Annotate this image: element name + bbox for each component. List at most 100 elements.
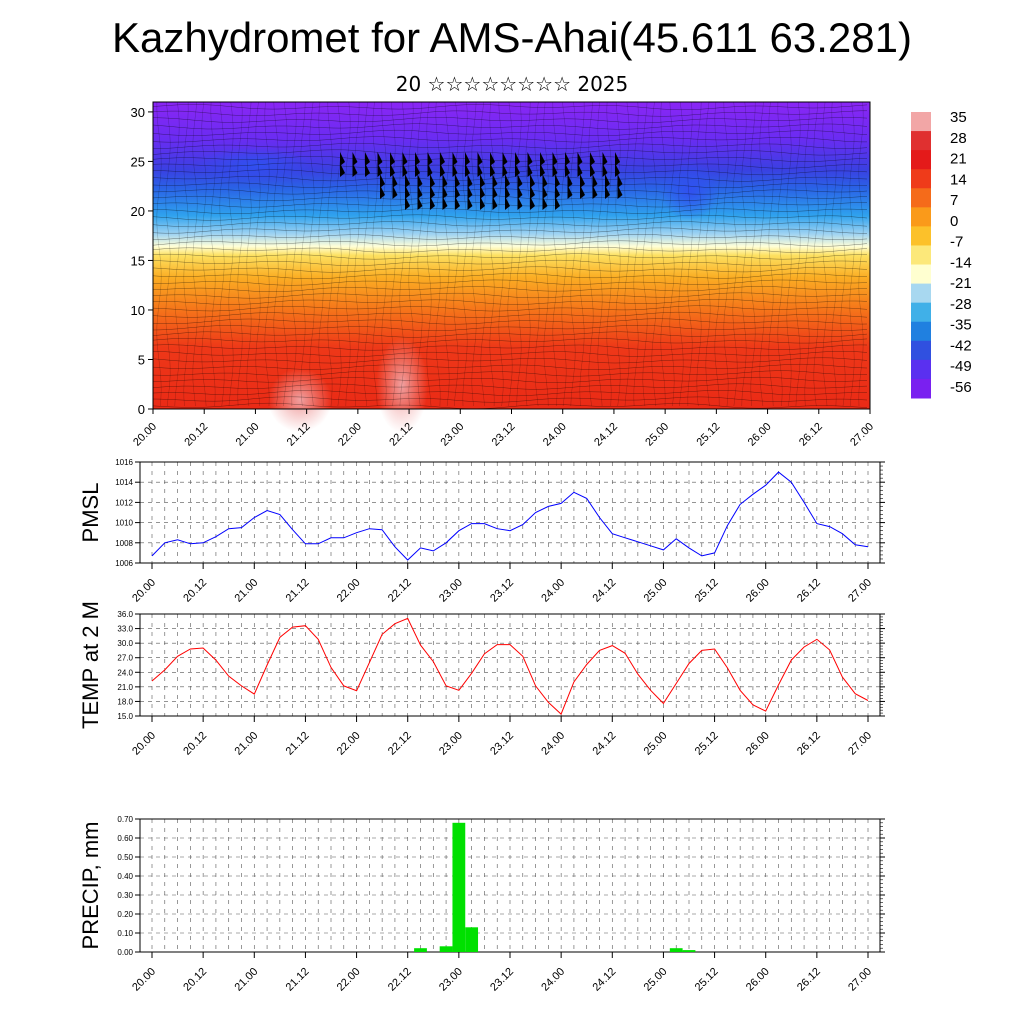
colorbar-label: -21: [950, 275, 972, 292]
x-tick-label: 23.00: [437, 730, 465, 758]
y-tick-label: 5: [138, 352, 145, 367]
streamline: [228, 101, 234, 407]
streamline: [192, 101, 198, 407]
colorbar-swatch: [911, 359, 931, 380]
wind-barb: [405, 185, 410, 199]
x-tick-label: 23.12: [488, 966, 516, 994]
streamline: [606, 101, 612, 407]
streamline: [183, 101, 189, 407]
streamline: [498, 101, 504, 407]
wind-barb: [452, 163, 458, 177]
precip-panel: 0.00 0.10 0.20 0.30 0.40 0.50 0.60 0.70 20.00 20.…: [78, 815, 885, 994]
streamline: [678, 101, 684, 407]
wind-barb: [605, 185, 610, 199]
wind-barb: [590, 163, 595, 177]
chart-title: Kazhydromet for AMS-Ahai(45.611 63.281): [112, 14, 912, 61]
streamline: [152, 259, 868, 266]
x-tick-label: 20.12: [181, 577, 209, 605]
streamline: [152, 234, 868, 241]
warm-spot: [268, 368, 332, 432]
streamline: [768, 101, 774, 407]
y-tick-label: 1014: [115, 478, 133, 487]
x-tick-label: 24.00: [539, 577, 567, 605]
streamline: [489, 101, 495, 407]
wind-barb: [352, 163, 358, 177]
wind-barb: [492, 196, 498, 210]
wind-barb: [515, 163, 520, 177]
wind-barb: [580, 185, 585, 199]
wind-barb: [527, 152, 533, 166]
wind-barb: [467, 185, 473, 199]
wind-barb: [615, 163, 620, 177]
streamline: [152, 104, 868, 111]
y-tick-label: 27.0: [117, 654, 133, 663]
colorbar-swatch: [911, 264, 931, 285]
x-tick-label: 21.00: [232, 577, 260, 605]
y-tick-label: 21.0: [117, 683, 133, 692]
streamline: [152, 286, 868, 292]
streamline: [759, 101, 765, 407]
streamline: [687, 101, 693, 407]
wind-barb: [465, 152, 470, 166]
streamline: [327, 101, 333, 407]
colorbar-label: -42: [950, 337, 972, 354]
streamline: [152, 142, 868, 150]
streamline: [543, 101, 549, 407]
streamline: [273, 101, 279, 407]
colorbar-label: -14: [950, 254, 972, 271]
streamline: [152, 357, 868, 364]
streamline: [435, 101, 441, 407]
x-tick-label: 26.12: [795, 966, 823, 994]
wind-streamlines: [152, 101, 868, 409]
streamline: [651, 101, 657, 407]
x-tick-label: 26.00: [744, 966, 772, 994]
y-tick-label: 0.40: [117, 872, 133, 881]
streamline: [372, 101, 378, 407]
y-tick-label: 0.10: [117, 929, 133, 938]
x-tick-label: 23.12: [488, 577, 516, 605]
wind-barb: [567, 174, 573, 188]
streamline: [354, 102, 360, 407]
wind-barb: [402, 163, 408, 177]
streamline: [152, 123, 868, 130]
streamline: [750, 101, 756, 407]
wind-barb: [417, 185, 423, 199]
colorbar-swatch: [911, 302, 931, 323]
wind-barb: [602, 152, 608, 166]
streamline: [804, 101, 810, 407]
streamline: [444, 101, 450, 407]
colorbar-label: -7: [950, 234, 963, 251]
wind-barb: [467, 196, 473, 210]
wind-barb: [377, 163, 383, 177]
y-tick-label: 20: [131, 204, 145, 219]
wind-barb: [552, 163, 558, 177]
streamline: [336, 101, 342, 407]
streamline: [579, 101, 585, 407]
wind-barb: [555, 185, 560, 199]
wind-barb: [515, 152, 520, 166]
x-tick-label: 24.00: [539, 730, 567, 758]
y-tick-label: 0: [138, 402, 145, 417]
wind-barb: [502, 152, 508, 166]
streamline: [363, 101, 369, 407]
x-tick-label: 23.12: [488, 730, 516, 758]
streamline: [174, 101, 180, 407]
streamline: [152, 279, 868, 286]
time-axis: 20.00 20.12 21.00 21.12 22.00 22.12 23.00 23.12…: [131, 409, 876, 449]
y-tick-label: 30: [131, 105, 145, 120]
wind-barb: [365, 163, 370, 177]
streamline: [152, 162, 868, 169]
streamline: [152, 273, 868, 280]
streamline: [152, 136, 867, 143]
wind-barb: [417, 174, 423, 188]
wind-barb: [505, 185, 510, 199]
x-tick-label: 26.12: [795, 577, 823, 605]
wind-barb: [427, 163, 433, 177]
panel-border: [139, 461, 881, 564]
chart-subtitle: 20 ☆☆☆☆☆☆☆☆ 2025: [395, 72, 629, 96]
streamline: [153, 208, 868, 215]
x-tick-label: 22.00: [335, 966, 363, 994]
streamline: [408, 101, 414, 407]
y-tick-label: 0.30: [117, 891, 133, 900]
streamline: [152, 292, 868, 299]
